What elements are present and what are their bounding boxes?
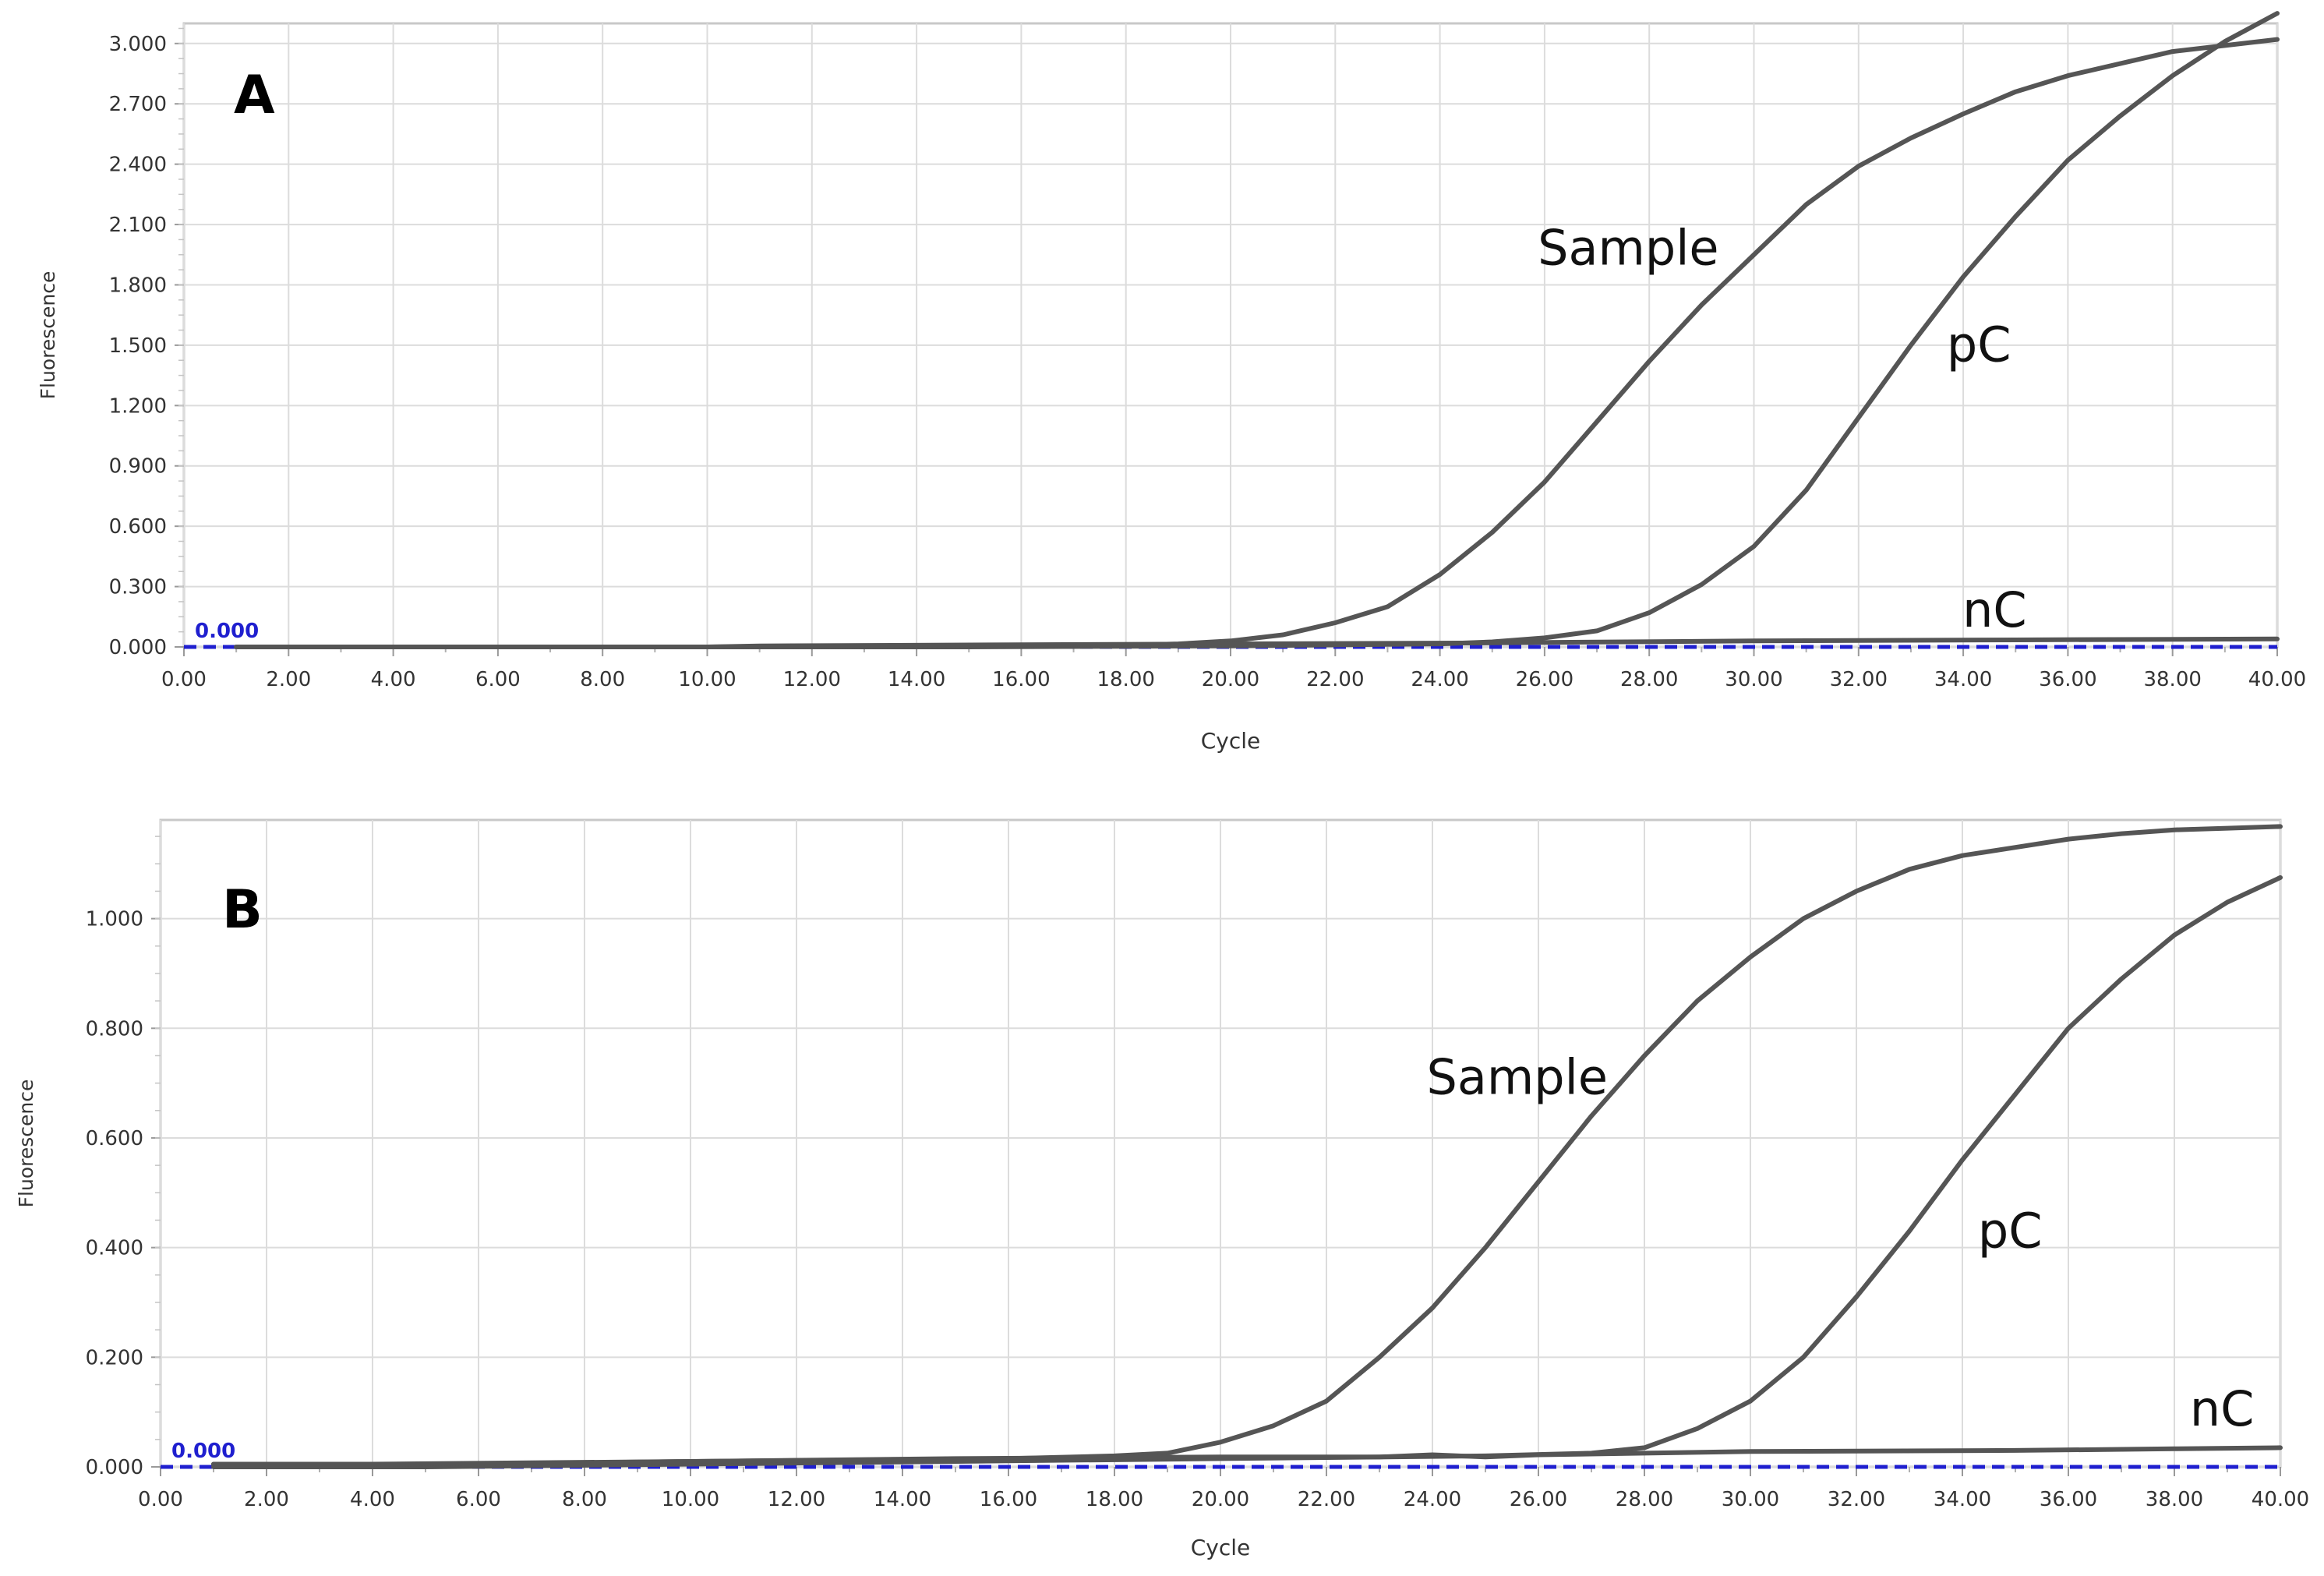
y-tick-label: 0.300 xyxy=(109,576,167,599)
x-tick-label: 36.00 xyxy=(2039,668,2096,691)
x-tick-label: 16.00 xyxy=(992,668,1050,691)
chart-panel-b: 0.00 2.00 4.00 6.00 8.00 10.00 12.00 14.00 16.00… xyxy=(15,818,2309,1560)
series-line-pc xyxy=(211,875,2283,1469)
y-tick-label: 0.600 xyxy=(109,515,167,539)
x-tick-label: 26.00 xyxy=(1516,668,1573,691)
y-tick-label: 0.200 xyxy=(86,1346,143,1369)
x-tick-label: 20.00 xyxy=(1202,668,1259,691)
y-axis-label: Fluorescence xyxy=(37,271,59,400)
curve-label-pc: pC xyxy=(1978,1203,2043,1260)
x-tick-label: 4.00 xyxy=(371,668,416,691)
y-tick-label: 0.400 xyxy=(86,1237,143,1260)
x-tick-label: 32.00 xyxy=(1828,1488,1885,1511)
curve-label-sample: Sample xyxy=(1427,1049,1608,1106)
x-tick-label: 8.00 xyxy=(562,1488,607,1511)
y-axis-label: Fluorescence xyxy=(15,1080,37,1208)
curve-label-nc: nC xyxy=(2190,1380,2255,1437)
x-tick-label: 14.00 xyxy=(888,668,945,691)
y-tick-label: 1.000 xyxy=(86,908,143,931)
curve-labels: Sample pC nC xyxy=(1538,220,2027,639)
panel-label: B xyxy=(222,879,263,941)
x-axis-label: Cycle xyxy=(1201,728,1261,754)
gridlines xyxy=(160,820,2281,1468)
curve-label-nc: nC xyxy=(1962,581,2027,638)
x-tick-label: 10.00 xyxy=(678,668,736,691)
series-line-nc xyxy=(211,1445,2283,1467)
x-tick-label: 38.00 xyxy=(2143,668,2201,691)
x-tick-label: 34.00 xyxy=(1934,668,1992,691)
x-tick-label: 32.00 xyxy=(1830,668,1888,691)
y-tick-label: 1.500 xyxy=(109,334,167,358)
series-line-nc xyxy=(234,636,2280,649)
curve-label-sample: Sample xyxy=(1538,220,1718,277)
x-tick-label: 22.00 xyxy=(1306,668,1364,691)
x-tick-label: 18.00 xyxy=(1097,668,1154,691)
x-tick-label: 0.00 xyxy=(138,1488,183,1511)
x-tick-label: 0.00 xyxy=(161,668,207,691)
y-tick-label: 0.800 xyxy=(86,1017,143,1041)
x-tick-label: 16.00 xyxy=(980,1488,1037,1511)
panel-label: A xyxy=(234,65,275,126)
curve-label-pc: pC xyxy=(1947,316,2011,373)
y-tick-label: 0.000 xyxy=(109,636,167,659)
x-tick-label: 38.00 xyxy=(2146,1488,2203,1511)
y-tick-label: 0.900 xyxy=(109,455,167,479)
x-tick-label: 34.00 xyxy=(1934,1488,1991,1511)
x-tick-label: 24.00 xyxy=(1411,668,1468,691)
series-lines xyxy=(211,824,2283,1469)
x-tick-label: 14.00 xyxy=(874,1488,931,1511)
x-tick-label: 20.00 xyxy=(1192,1488,1249,1511)
axes: 0.00 2.00 4.00 6.00 8.00 10.00 12.00 14.00 16.00… xyxy=(109,27,2306,691)
x-tick-label: 2.00 xyxy=(266,668,311,691)
y-tick-label: 3.000 xyxy=(109,33,167,56)
chart-panel-a: 0.00 2.00 4.00 6.00 8.00 10.00 12.00 14.00 16.00… xyxy=(37,11,2306,754)
x-tick-label: 6.00 xyxy=(475,668,521,691)
y-tick-label: 2.700 xyxy=(109,93,167,116)
threshold-value-label: 0.000 xyxy=(195,620,259,643)
x-tick-label: 10.00 xyxy=(662,1488,719,1511)
x-tick-label: 36.00 xyxy=(2040,1488,2097,1511)
x-tick-label: 4.00 xyxy=(350,1488,395,1511)
y-tick-label: 0.600 xyxy=(86,1127,143,1150)
x-tick-label: 6.00 xyxy=(456,1488,501,1511)
x-tick-label: 26.00 xyxy=(1510,1488,1567,1511)
axes: 0.00 2.00 4.00 6.00 8.00 10.00 12.00 14.00 16.00… xyxy=(86,836,2309,1511)
x-tick-label: 30.00 xyxy=(1725,668,1782,691)
x-tick-label: 2.00 xyxy=(244,1488,289,1511)
y-tick-label: 2.100 xyxy=(109,214,167,237)
x-tick-label: 28.00 xyxy=(1616,1488,1673,1511)
y-tick-label: 0.000 xyxy=(86,1456,143,1479)
y-tick-label: 2.400 xyxy=(109,154,167,177)
y-tick-label: 1.200 xyxy=(109,394,167,418)
x-axis-label: Cycle xyxy=(1191,1535,1251,1560)
x-tick-label: 28.00 xyxy=(1620,668,1678,691)
x-tick-label: 40.00 xyxy=(2252,1488,2309,1511)
x-tick-label: 18.00 xyxy=(1086,1488,1143,1511)
x-tick-label: 8.00 xyxy=(580,668,625,691)
x-tick-label: 24.00 xyxy=(1404,1488,1461,1511)
x-tick-label: 40.00 xyxy=(2248,668,2306,691)
x-tick-label: 22.00 xyxy=(1298,1488,1355,1511)
y-tick-label: 1.800 xyxy=(109,274,167,297)
curve-labels: Sample pC nC xyxy=(1427,1049,2255,1438)
threshold-value-label: 0.000 xyxy=(171,1440,235,1463)
x-tick-label: 12.00 xyxy=(783,668,841,691)
x-tick-label: 12.00 xyxy=(768,1488,825,1511)
threshold-line: 0.000 xyxy=(184,620,2277,649)
series-lines xyxy=(234,11,2280,649)
x-tick-label: 30.00 xyxy=(1722,1488,1779,1511)
